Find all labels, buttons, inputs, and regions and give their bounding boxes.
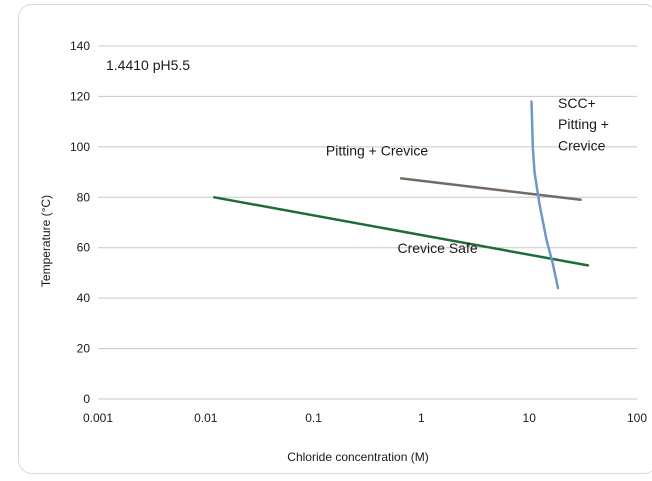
y-tick-label: 0 bbox=[83, 392, 90, 406]
gridlines bbox=[98, 45, 637, 400]
annotation-label: Pitting + bbox=[558, 116, 609, 132]
series-line-2 bbox=[399, 177, 582, 202]
y-axis-label: Temperature (°C) bbox=[39, 195, 53, 287]
x-tick-label: 0.01 bbox=[194, 411, 218, 425]
x-tick-label: 10 bbox=[523, 411, 537, 425]
y-tick-label: 120 bbox=[70, 89, 90, 103]
x-axis-label: Chloride concentration (M) bbox=[287, 450, 428, 464]
x-tick-label: 0.001 bbox=[83, 411, 113, 425]
chart-frame bbox=[18, 4, 652, 474]
annotation-label: Pitting + Crevice bbox=[326, 143, 429, 159]
series-lines bbox=[213, 100, 590, 290]
y-tick-label: 20 bbox=[77, 342, 91, 356]
y-tick-label: 60 bbox=[77, 241, 91, 255]
annotation-label: Crevice bbox=[558, 138, 606, 154]
x-axis-ticks: 0.001 0.01 0.1 1 10 100 bbox=[83, 411, 647, 425]
annotation-label: SCC+ bbox=[558, 95, 596, 111]
y-tick-label: 100 bbox=[70, 140, 90, 154]
annotation-label: Crevice Safe bbox=[397, 240, 477, 256]
y-tick-label: 140 bbox=[70, 39, 90, 53]
x-tick-label: 0.1 bbox=[305, 411, 322, 425]
y-tick-label: 40 bbox=[77, 291, 91, 305]
chart-title: 1.4410 pH5.5 bbox=[106, 57, 190, 73]
annotations: Crevice Safe Pitting + Crevice SCC+ Pitting… bbox=[326, 95, 609, 256]
y-tick-label: 80 bbox=[77, 190, 91, 204]
x-tick-label: 100 bbox=[627, 411, 647, 425]
y-axis-ticks: 0 20 40 60 80 100 120 140 bbox=[70, 39, 90, 406]
x-tick-label: 1 bbox=[418, 411, 425, 425]
series-line-1 bbox=[213, 196, 590, 267]
series-line-3 bbox=[530, 100, 560, 290]
